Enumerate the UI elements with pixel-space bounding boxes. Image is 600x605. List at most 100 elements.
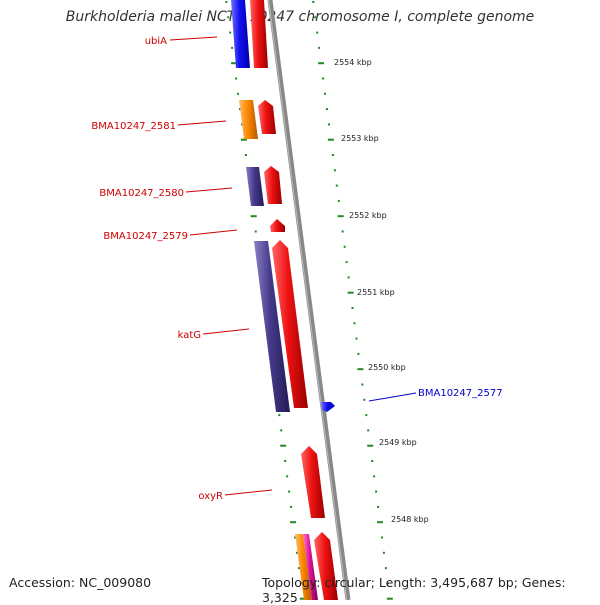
chromosome-backbone-highlight <box>268 0 348 600</box>
outer-minor-tick <box>351 307 354 309</box>
cds-ubiA-inner <box>231 0 250 68</box>
cds-bottom-magenta <box>303 534 318 600</box>
inner-minor-tick <box>229 31 232 34</box>
inner-minor-tick <box>286 475 289 478</box>
outer-minor-tick <box>371 460 374 462</box>
outer-minor-tick <box>382 551 385 554</box>
inner-minor-tick <box>284 460 287 462</box>
outer-minor-tick <box>381 536 383 539</box>
gene-label-ubiA: ubiA <box>145 36 167 47</box>
outer-minor-tick <box>318 46 321 49</box>
outer-minor-tick <box>322 77 325 80</box>
outer-minor-tick <box>377 505 380 508</box>
outer-minor-tick <box>367 429 370 432</box>
outer-major-tick <box>367 444 374 447</box>
outer-major-tick <box>357 368 364 371</box>
inner-minor-tick <box>288 490 291 493</box>
inner-minor-tick <box>231 46 234 49</box>
outer-major-tick <box>327 138 334 141</box>
topology-summary: Topology: circular; Length: 3,495,687 bp… <box>262 575 566 605</box>
inner-minor-tick <box>295 551 298 554</box>
inner-minor-tick <box>239 108 241 111</box>
outer-tick-ring <box>312 1 393 600</box>
outer-minor-tick <box>353 322 356 325</box>
outer-minor-tick <box>355 337 358 340</box>
scale-label-2548: 2548 kbp <box>391 515 429 524</box>
scale-labels: 2554 kbp 2553 kbp 2552 kbp 2551 kbp 2550… <box>334 58 429 524</box>
gene-label-BMA10247_2577: BMA10247_2577 <box>418 388 503 399</box>
outer-minor-tick <box>316 31 319 34</box>
inner-minor-tick <box>244 154 247 156</box>
outer-major-tick <box>318 62 325 65</box>
leader-ubiA <box>169 36 218 41</box>
scale-label-2549: 2549 kbp <box>379 438 417 447</box>
cds-katG-inner <box>254 241 290 412</box>
outer-minor-tick <box>384 567 387 570</box>
inner-minor-tick <box>241 123 243 126</box>
inner-minor-tick <box>227 16 230 19</box>
outer-minor-tick <box>357 352 360 355</box>
outer-minor-tick <box>375 490 378 493</box>
inner-minor-tick <box>297 567 300 570</box>
inner-minor-tick <box>294 536 296 539</box>
accession-text: Accession: NC_009080 <box>9 575 152 590</box>
leader-katG <box>202 328 250 335</box>
outer-minor-tick <box>386 582 389 585</box>
gene-label-BMA10247_2579: BMA10247_2579 <box>103 231 188 242</box>
leader-BMA10247_2581 <box>177 120 227 126</box>
outer-minor-tick <box>361 383 364 386</box>
inner-major-tick <box>299 597 306 600</box>
cds-BMA10247_2577 <box>321 402 335 412</box>
leader-BMA10247_2580 <box>185 187 233 193</box>
outer-minor-tick <box>337 199 340 202</box>
label-leaders <box>169 36 417 496</box>
inner-major-tick <box>240 138 247 141</box>
cds-katG-outer <box>272 240 308 408</box>
gene-label-katG: katG <box>178 330 201 341</box>
gene-label-oxyR: oxyR <box>198 491 223 502</box>
outer-minor-tick <box>335 184 338 187</box>
scale-label-2554: 2554 kbp <box>334 58 372 67</box>
gene-label-BMA10247_2580: BMA10247_2580 <box>99 188 184 199</box>
leader-BMA10247_2579 <box>189 229 238 236</box>
outer-minor-tick <box>326 108 328 111</box>
inner-minor-tick <box>280 429 283 432</box>
inner-major-tick <box>280 444 287 447</box>
scale-label-2552: 2552 kbp <box>349 211 387 220</box>
cds-BMA10247_2581-outer <box>258 100 276 134</box>
cds-BMA10247_2579-outer <box>270 219 285 232</box>
cds-bottom-red <box>314 532 338 600</box>
inner-major-tick <box>290 521 296 524</box>
chromosome-backbone <box>267 0 351 600</box>
outer-minor-tick <box>314 16 317 19</box>
inner-minor-tick <box>299 582 302 585</box>
leader-BMA10247_2577 <box>368 392 417 402</box>
feature-arrows <box>231 0 338 600</box>
inner-major-tick <box>231 62 238 65</box>
scale-label-2550: 2550 kbp <box>368 363 406 372</box>
gene-labels: ubiA BMA10247_2581 BMA10247_2580 BMA1024… <box>91 36 502 502</box>
scale-label-2551: 2551 kbp <box>357 288 395 297</box>
outer-minor-tick <box>343 245 346 248</box>
outer-major-tick <box>377 521 383 524</box>
cds-ubiA-outer <box>250 0 268 68</box>
outer-minor-tick <box>312 1 315 3</box>
leader-oxyR <box>224 489 273 496</box>
outer-minor-tick <box>363 398 366 401</box>
inner-minor-tick <box>254 230 257 233</box>
cds-BMA10247_2581-inner <box>239 100 258 139</box>
outer-minor-tick <box>373 475 376 478</box>
outer-major-tick <box>347 291 354 294</box>
inner-minor-tick <box>278 414 281 417</box>
inner-minor-tick <box>237 92 239 95</box>
outer-minor-tick <box>341 230 344 233</box>
cds-oxyR-outer <box>301 446 325 518</box>
scale-label-2553: 2553 kbp <box>341 134 379 143</box>
gene-label-BMA10247_2581: BMA10247_2581 <box>91 121 176 132</box>
inner-major-tick <box>250 215 257 218</box>
cds-bottom-orange <box>295 534 312 600</box>
outer-minor-tick <box>333 169 336 172</box>
outer-major-tick <box>386 597 393 600</box>
outer-minor-tick <box>331 154 334 156</box>
